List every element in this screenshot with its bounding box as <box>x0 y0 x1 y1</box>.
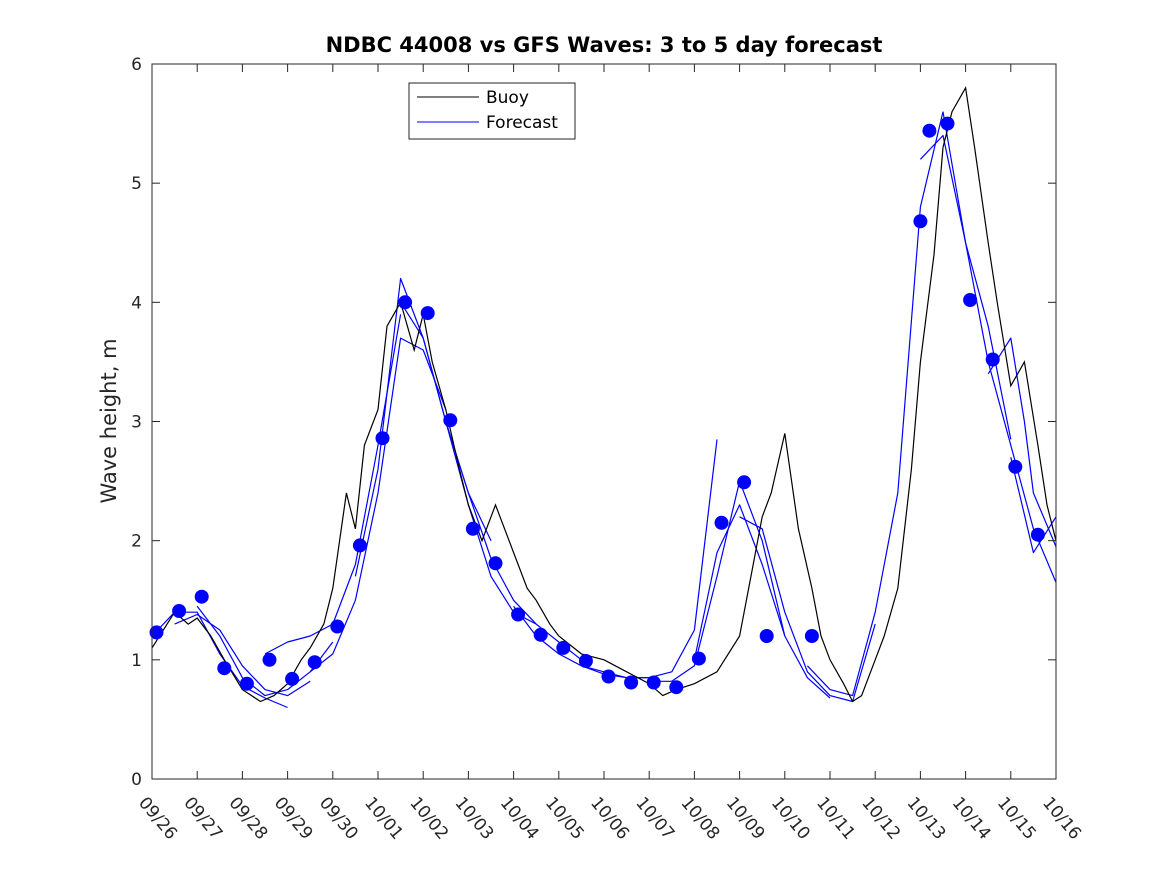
y-tick-label: 4 <box>131 293 142 313</box>
forecast-run-line-7 <box>445 421 582 661</box>
forecast-point <box>985 352 1000 367</box>
y-tick-label: 2 <box>131 532 142 552</box>
forecast-point <box>804 629 819 643</box>
y-tick-label: 3 <box>131 413 142 433</box>
legend-forecast-label: Forecast <box>486 113 558 133</box>
forecast-point <box>375 431 390 446</box>
forecast-point <box>714 515 729 530</box>
buoy-series <box>151 85 1057 703</box>
forecast-point <box>913 214 928 229</box>
buoy-line <box>151 85 1057 703</box>
chart-title: NDBC 44008 vs GFS Waves: 3 to 5 day fore… <box>326 33 883 57</box>
y-tick-label: 0 <box>131 770 142 790</box>
forecast-point <box>533 627 548 642</box>
forecast-point <box>922 123 937 138</box>
forecast-point <box>556 640 571 655</box>
forecast-run-line-1 <box>174 613 311 697</box>
forecast-point <box>624 675 639 690</box>
forecast-run-line-11 <box>693 504 831 699</box>
forecast-point <box>759 629 774 643</box>
forecast-point <box>1008 459 1023 474</box>
forecast-point <box>940 116 955 131</box>
forecast-point <box>239 676 254 691</box>
forecast-point <box>420 306 435 321</box>
y-tick-label: 5 <box>131 174 142 194</box>
forecast-point <box>194 589 209 604</box>
forecast-point <box>601 669 616 684</box>
forecast-point <box>307 655 322 670</box>
forecast-point <box>172 604 187 618</box>
forecast-run-line-17 <box>1010 457 1057 554</box>
forecast-point <box>330 619 345 634</box>
legend: Buoy Forecast <box>408 82 576 140</box>
forecast-point <box>963 293 978 307</box>
forecast-point <box>398 295 413 310</box>
forecast-point <box>285 671 300 686</box>
forecast-point <box>669 680 684 695</box>
forecast-point <box>465 521 480 536</box>
y-tick-label: 6 <box>131 55 142 75</box>
forecast-point <box>443 413 458 428</box>
y-axis-label: Wave height, m <box>97 338 121 503</box>
forecast-point <box>149 625 164 640</box>
forecast-point <box>578 654 593 668</box>
forecast-point <box>646 675 661 690</box>
forecast-point <box>737 475 752 490</box>
forecast-point <box>352 538 367 553</box>
forecast-markers <box>149 116 1045 695</box>
legend-buoy-label: Buoy <box>486 88 529 108</box>
forecast-point <box>262 652 277 667</box>
forecast-point <box>1030 527 1045 542</box>
forecast-run-line-4 <box>309 337 447 673</box>
y-tick-label: 1 <box>131 651 142 671</box>
forecast-point <box>691 651 706 666</box>
forecast-point <box>217 661 232 676</box>
legend-box <box>408 82 576 140</box>
forecast-point <box>488 556 503 571</box>
forecast-run-line-13 <box>806 111 944 697</box>
forecast-run-line-10 <box>649 480 786 682</box>
forecast-run-line-16 <box>987 337 1057 547</box>
forecast-point <box>511 607 526 622</box>
